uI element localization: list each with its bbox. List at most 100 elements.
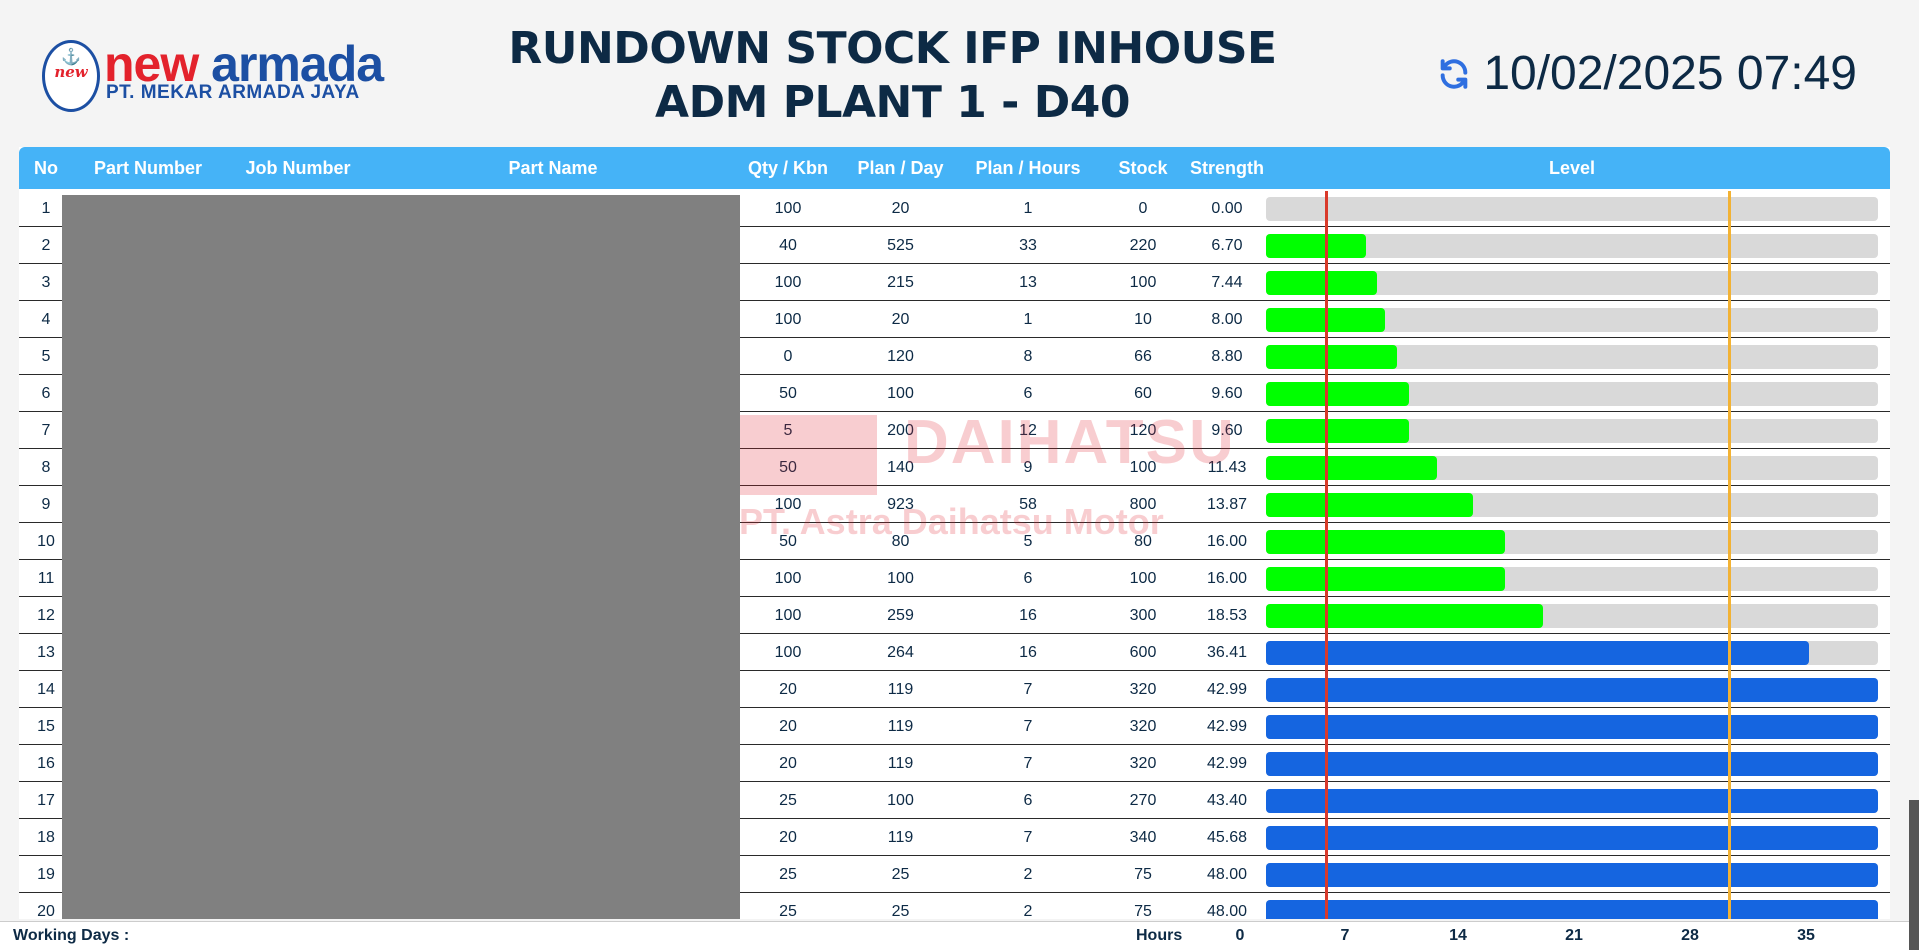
cell-qty-kbn: 20: [779, 829, 797, 846]
cell-strength: 18.53: [1206, 607, 1248, 624]
cell-stock: 270: [1129, 792, 1157, 809]
refresh-icon[interactable]: [1437, 57, 1471, 91]
table-header: No Part Number Job Number Part Name Qty …: [19, 147, 1890, 189]
company-logo: ⚓ new new armada PT. MEKAR ARMADA JAYA: [42, 36, 384, 116]
cell-strength: 45.68: [1206, 829, 1248, 846]
datetime-text: 10/02/2025 07:49: [1483, 47, 1857, 100]
cell-qty-kbn: 0: [783, 348, 793, 365]
cell-plan-hours: 16: [1019, 607, 1037, 624]
table-row: 6 50 100 6 60 9.60: [19, 376, 1890, 412]
cell-stock: 120: [1129, 422, 1157, 439]
cell-qty-kbn: 100: [774, 200, 802, 217]
level-bar-fill: [1266, 456, 1437, 480]
cell-plan-day: 100: [887, 570, 914, 587]
level-bar-fill: [1266, 345, 1398, 369]
table-row: 18 20 119 7 340 45.68: [19, 820, 1890, 856]
title-line-2: ADM PLANT 1 - D40: [655, 77, 1130, 128]
cell-stock: 600: [1129, 644, 1157, 661]
cell-strength: 16.00: [1206, 570, 1248, 587]
table-row: 14 20 119 7 320 42.99: [19, 672, 1890, 708]
cell-qty-kbn: 20: [779, 718, 797, 735]
cell-plan-day: 119: [887, 681, 914, 698]
cell-stock: 75: [1134, 903, 1152, 919]
table-row: 7 5 200 12 120 9.60: [19, 413, 1890, 449]
scrollbar[interactable]: [1909, 800, 1919, 950]
level-bar-track: [1266, 271, 1878, 295]
cell-stock: 66: [1134, 348, 1152, 365]
level-bar-track: [1266, 567, 1878, 591]
cell-qty-kbn: 100: [774, 644, 802, 661]
column-header-plan-day: Plan / Day: [857, 158, 944, 178]
cell-plan-day: 525: [887, 237, 914, 254]
footer: Working Days : Hours 0 7 14 21 28 35: [0, 921, 1919, 951]
hour-tick-label: 35: [1797, 927, 1815, 944]
level-bar-fill: [1266, 530, 1505, 554]
column-header-no: No: [34, 158, 58, 178]
cell-plan-hours: 2: [1023, 866, 1033, 883]
level-bar-track: [1266, 345, 1878, 369]
cell-no: 16: [37, 755, 55, 772]
working-days-label: Working Days :: [13, 927, 130, 944]
level-bar-track: [1266, 789, 1878, 813]
cell-no: 13: [37, 644, 55, 661]
cell-strength: 43.40: [1206, 792, 1248, 809]
cell-strength: 8.00: [1211, 311, 1243, 328]
level-bar-track: [1266, 604, 1878, 628]
cell-plan-day: 923: [887, 496, 914, 513]
cell-strength: 42.99: [1206, 755, 1248, 772]
cell-strength: 16.00: [1206, 533, 1248, 550]
cell-plan-hours: 13: [1019, 274, 1037, 291]
table-row: 16 20 119 7 320 42.99: [19, 746, 1890, 782]
level-bar-track: [1266, 752, 1878, 776]
cell-no: 8: [41, 459, 51, 476]
cell-qty-kbn: 100: [774, 311, 802, 328]
hour-tick-label: 7: [1340, 927, 1350, 944]
cell-plan-day: 200: [887, 422, 914, 439]
anchor-emblem-icon: ⚓ new: [42, 40, 100, 112]
level-bar-track: [1266, 197, 1878, 221]
cell-plan-hours: 16: [1019, 644, 1037, 661]
cell-no: 5: [41, 348, 51, 365]
cell-stock: 75: [1134, 866, 1152, 883]
cell-plan-day: 119: [887, 718, 914, 735]
level-bar-fill: [1266, 271, 1378, 295]
cell-plan-hours: 58: [1019, 496, 1037, 513]
cell-plan-hours: 12: [1019, 422, 1037, 439]
cell-strength: 9.60: [1211, 422, 1243, 439]
table-row: 10 50 80 5 80 16.00: [19, 524, 1890, 560]
table-row: 15 20 119 7 320 42.99: [19, 709, 1890, 745]
cell-plan-hours: 1: [1023, 200, 1033, 217]
cell-plan-hours: 7: [1023, 829, 1033, 846]
hour-tick-label: 14: [1449, 927, 1467, 944]
level-bar-fill: [1266, 641, 1810, 665]
cell-plan-hours: 8: [1023, 348, 1033, 365]
cell-qty-kbn: 50: [779, 459, 797, 476]
table-row: 12 100 259 16 300 18.53: [19, 598, 1890, 634]
cell-strength: 36.41: [1206, 644, 1248, 661]
cell-plan-day: 119: [887, 829, 914, 846]
cell-stock: 300: [1129, 607, 1157, 624]
cell-no: 1: [41, 200, 51, 217]
cell-plan-day: 20: [891, 311, 910, 328]
table-row: 9 100 923 58 800 13.87: [19, 487, 1890, 523]
cell-plan-day: 264: [887, 644, 914, 661]
cell-qty-kbn: 100: [774, 607, 802, 624]
table-row: 19 25 25 2 75 48.00: [19, 857, 1890, 893]
table-row: 4 100 20 1 10 8.00: [19, 302, 1890, 338]
cell-stock: 320: [1129, 755, 1157, 772]
cell-stock: 320: [1129, 718, 1157, 735]
column-header-job-number: Job Number: [245, 158, 351, 178]
cell-no: 7: [41, 422, 51, 439]
level-bar-fill: [1266, 789, 1878, 813]
level-bar-fill: [1266, 863, 1878, 887]
level-bar-fill: [1266, 715, 1878, 739]
cell-qty-kbn: 20: [779, 681, 797, 698]
cell-plan-hours: 6: [1023, 570, 1033, 587]
table-row: 17 25 100 6 270 43.40: [19, 783, 1890, 819]
cell-plan-day: 119: [887, 755, 914, 772]
brand-part-2: armada: [211, 36, 384, 92]
level-bar-track: [1266, 678, 1878, 702]
cell-plan-hours: 2: [1023, 903, 1033, 919]
cell-strength: 6.70: [1211, 237, 1243, 254]
cell-stock: 220: [1129, 237, 1157, 254]
